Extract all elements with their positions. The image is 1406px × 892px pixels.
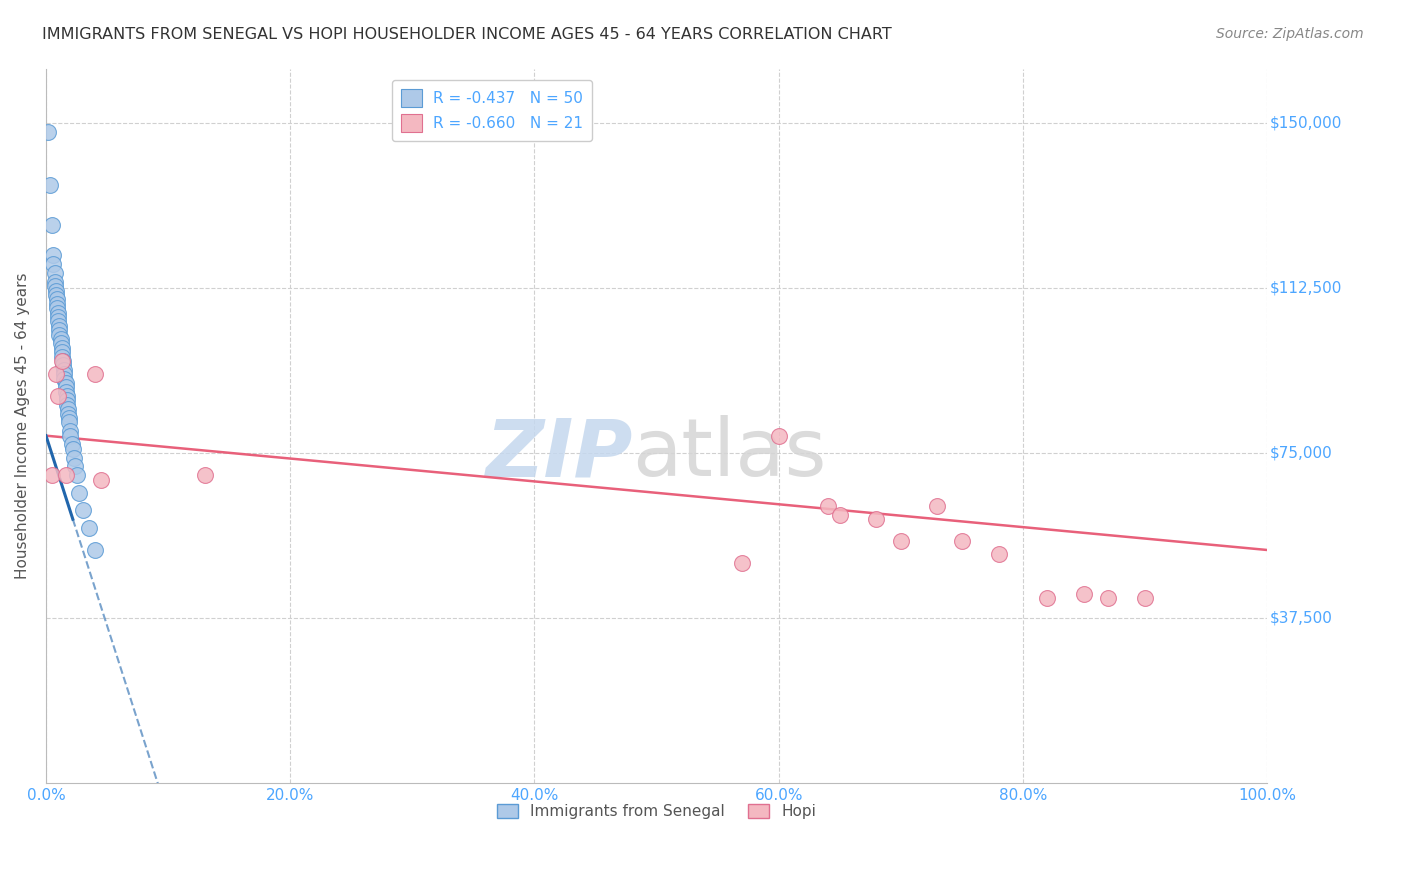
Point bbox=[51, 341, 73, 355]
Point bbox=[65, 459, 87, 474]
Point bbox=[56, 407, 79, 421]
Point bbox=[55, 389, 77, 403]
Point bbox=[41, 468, 63, 483]
Text: atlas: atlas bbox=[633, 416, 827, 493]
Point bbox=[194, 468, 217, 483]
Point bbox=[67, 486, 90, 500]
Point bbox=[51, 345, 73, 359]
Point bbox=[52, 354, 75, 368]
Text: $37,500: $37,500 bbox=[1270, 611, 1333, 625]
Point bbox=[44, 279, 66, 293]
Point bbox=[817, 499, 839, 513]
Point bbox=[950, 534, 973, 549]
Point bbox=[927, 499, 949, 513]
Point bbox=[1097, 591, 1119, 606]
Text: $112,500: $112,500 bbox=[1270, 281, 1343, 296]
Point bbox=[45, 288, 67, 302]
Point bbox=[83, 543, 105, 558]
Point bbox=[49, 332, 72, 346]
Point bbox=[55, 398, 77, 412]
Point bbox=[731, 556, 754, 570]
Text: ZIP: ZIP bbox=[485, 416, 633, 493]
Point bbox=[42, 257, 65, 271]
Point bbox=[48, 327, 70, 342]
Text: $75,000: $75,000 bbox=[1270, 446, 1333, 461]
Point bbox=[58, 416, 80, 430]
Point bbox=[46, 293, 69, 307]
Point bbox=[828, 508, 851, 522]
Point bbox=[51, 350, 73, 364]
Point bbox=[890, 534, 912, 549]
Y-axis label: Householder Income Ages 45 - 64 years: Householder Income Ages 45 - 64 years bbox=[15, 273, 30, 579]
Point bbox=[38, 178, 60, 192]
Point bbox=[46, 389, 69, 403]
Point bbox=[55, 468, 77, 483]
Text: $150,000: $150,000 bbox=[1270, 116, 1343, 131]
Text: IMMIGRANTS FROM SENEGAL VS HOPI HOUSEHOLDER INCOME AGES 45 - 64 YEARS CORRELATIO: IMMIGRANTS FROM SENEGAL VS HOPI HOUSEHOL… bbox=[42, 27, 891, 42]
Point bbox=[46, 310, 69, 324]
Point bbox=[59, 428, 82, 442]
Legend: Immigrants from Senegal, Hopi: Immigrants from Senegal, Hopi bbox=[491, 798, 823, 825]
Point bbox=[53, 371, 76, 385]
Point bbox=[55, 376, 77, 390]
Point bbox=[48, 323, 70, 337]
Point bbox=[60, 437, 83, 451]
Point bbox=[51, 354, 73, 368]
Point bbox=[49, 336, 72, 351]
Point bbox=[41, 218, 63, 232]
Point bbox=[44, 275, 66, 289]
Point bbox=[1133, 591, 1156, 606]
Point bbox=[63, 450, 86, 465]
Point bbox=[987, 548, 1010, 562]
Point bbox=[90, 473, 112, 487]
Point bbox=[1036, 591, 1059, 606]
Point bbox=[55, 384, 77, 399]
Point bbox=[56, 402, 79, 417]
Point bbox=[55, 393, 77, 408]
Point bbox=[48, 318, 70, 333]
Point bbox=[1073, 587, 1095, 601]
Point bbox=[83, 367, 105, 381]
Point bbox=[45, 367, 67, 381]
Point bbox=[46, 301, 69, 315]
Point bbox=[53, 367, 76, 381]
Point bbox=[59, 424, 82, 438]
Point bbox=[52, 359, 75, 373]
Point bbox=[77, 521, 100, 535]
Point bbox=[53, 362, 76, 376]
Point bbox=[72, 503, 94, 517]
Point bbox=[768, 428, 790, 442]
Point bbox=[55, 380, 77, 394]
Point bbox=[44, 266, 66, 280]
Point bbox=[62, 442, 84, 456]
Point bbox=[46, 297, 69, 311]
Point bbox=[46, 314, 69, 328]
Point bbox=[58, 411, 80, 425]
Point bbox=[65, 468, 87, 483]
Text: Source: ZipAtlas.com: Source: ZipAtlas.com bbox=[1216, 27, 1364, 41]
Point bbox=[45, 284, 67, 298]
Point bbox=[46, 305, 69, 319]
Point bbox=[865, 512, 887, 526]
Point bbox=[37, 125, 59, 139]
Point bbox=[42, 248, 65, 262]
